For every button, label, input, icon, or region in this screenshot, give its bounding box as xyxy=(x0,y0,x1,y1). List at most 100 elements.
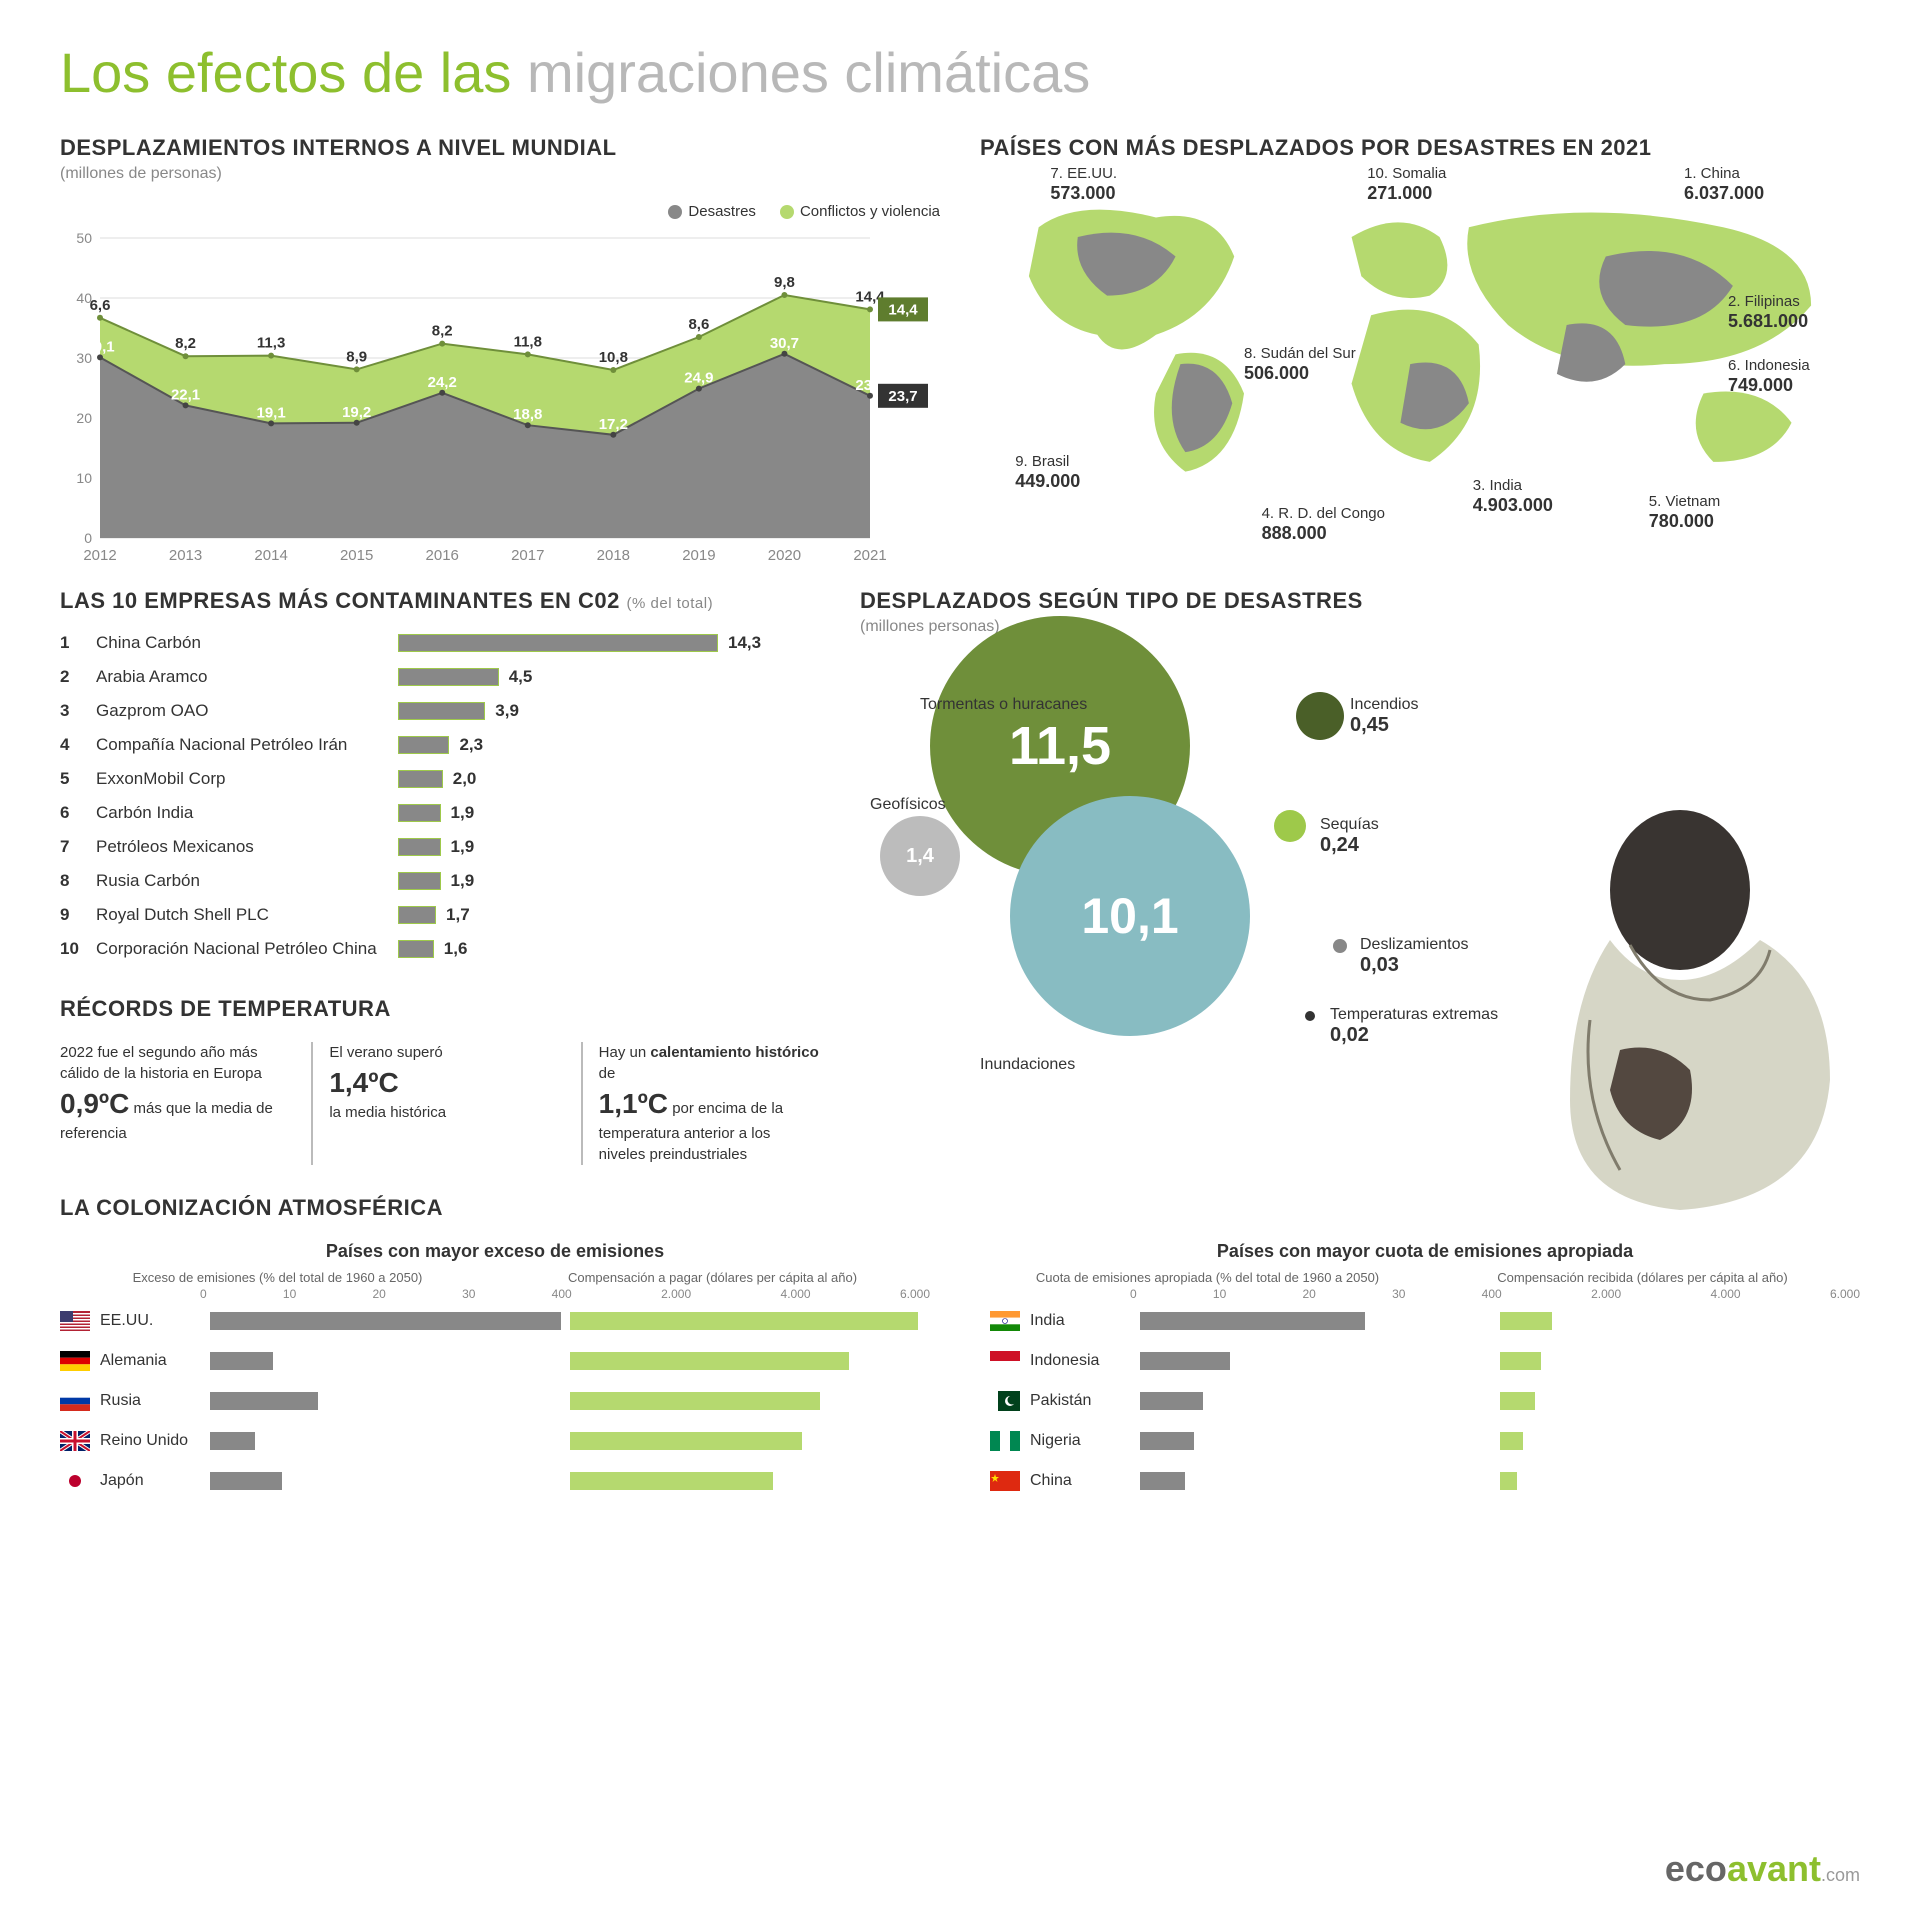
colo-right-title: Países con mayor cuota de emisiones apro… xyxy=(990,1241,1860,1262)
logo: ecoavant.com xyxy=(1665,1848,1860,1890)
company-row: 5ExxonMobil Corp2,0 xyxy=(60,762,820,796)
svg-text:9,8: 9,8 xyxy=(774,274,795,291)
bubble-label: Sequías0,24 xyxy=(1320,816,1379,857)
company-row: 2Arabia Aramco4,5 xyxy=(60,660,820,694)
svg-text:2020: 2020 xyxy=(768,547,801,564)
flag-icon xyxy=(60,1311,90,1331)
stacked-subtitle: (millones de personas) xyxy=(60,165,940,183)
companies-list: 1China Carbón14,32Arabia Aramco4,53Gazpr… xyxy=(60,626,820,966)
stacked-title: DESPLAZAMIENTOS INTERNOS A NIVEL MUNDIAL xyxy=(60,135,940,161)
stacked-area-chart: 010203040506,630,120128,222,1201311,319,… xyxy=(60,228,940,568)
svg-text:50: 50 xyxy=(76,230,92,246)
svg-text:19,1: 19,1 xyxy=(257,404,286,421)
svg-text:2014: 2014 xyxy=(254,547,287,564)
stacked-legend: Desastres Conflictos y violencia xyxy=(60,203,940,220)
svg-text:24,2: 24,2 xyxy=(428,374,457,391)
svg-text:2012: 2012 xyxy=(83,547,116,564)
svg-text:8,2: 8,2 xyxy=(432,323,453,340)
flag-icon xyxy=(60,1431,90,1451)
flag-icon xyxy=(990,1431,1020,1451)
bubble xyxy=(1274,810,1306,842)
page-title: Los efectos de las migraciones climática… xyxy=(60,40,1860,105)
company-row: 7Petróleos Mexicanos1,9 xyxy=(60,830,820,864)
company-row: 3Gazprom OAO3,9 xyxy=(60,694,820,728)
map-label: 2. Filipinas5.681.000 xyxy=(1728,293,1808,333)
bubble xyxy=(1333,939,1347,953)
world-map: 7. EE.UU.573.000 10. Somalia271.000 1. Chi… xyxy=(980,165,1860,565)
bubble-label: Tormentas o huracanes xyxy=(920,696,1087,714)
svg-text:8,6: 8,6 xyxy=(688,316,709,333)
colo-row: Nigeria xyxy=(990,1421,1860,1461)
svg-text:14,4: 14,4 xyxy=(888,301,918,318)
colo-row: Pakistán xyxy=(990,1381,1860,1421)
colo-row: Reino Unido xyxy=(60,1421,930,1461)
flag-icon xyxy=(990,1471,1020,1491)
map-label: 6. Indonesia749.000 xyxy=(1728,357,1810,397)
flag-icon xyxy=(60,1351,90,1371)
svg-text:2013: 2013 xyxy=(169,547,202,564)
company-row: 4Compañía Nacional Petróleo Irán2,3 xyxy=(60,728,820,762)
company-row: 9Royal Dutch Shell PLC1,7 xyxy=(60,898,820,932)
bubble-label: Temperaturas extremas0,02 xyxy=(1330,1006,1498,1047)
map-label: 5. Vietnam780.000 xyxy=(1649,493,1720,533)
temperature-records: 2022 fue el segundo año más cálido de la… xyxy=(60,1042,820,1165)
svg-text:30,7: 30,7 xyxy=(770,335,799,352)
colo-row: EE.UU. xyxy=(60,1301,930,1341)
company-row: 6Carbón India1,9 xyxy=(60,796,820,830)
bubble-label: Deslizamientos0,03 xyxy=(1360,936,1468,977)
bubbles-title: DESPLAZADOS SEGÚN TIPO DE DESASTRES xyxy=(860,588,1860,614)
map-label: 7. EE.UU.573.000 xyxy=(1050,165,1117,205)
svg-text:2021: 2021 xyxy=(853,547,886,564)
flag-icon xyxy=(60,1391,90,1411)
colo-row: Indonesia xyxy=(990,1341,1860,1381)
colo-row: Japón xyxy=(60,1461,930,1501)
svg-text:11,8: 11,8 xyxy=(514,333,542,350)
flag-icon xyxy=(990,1351,1020,1371)
svg-text:20: 20 xyxy=(76,410,92,426)
map-label: 10. Somalia271.000 xyxy=(1367,165,1446,205)
company-row: 10Corporación Nacional Petróleo China1,6 xyxy=(60,932,820,966)
svg-text:10,8: 10,8 xyxy=(599,349,628,366)
colo-row: India xyxy=(990,1301,1860,1341)
colo-left-title: Países con mayor exceso de emisiones xyxy=(60,1241,930,1262)
person-illustration xyxy=(1480,800,1860,1220)
flag-icon xyxy=(990,1311,1020,1331)
bubble-label: Incendios0,45 xyxy=(1350,696,1419,737)
flag-icon xyxy=(990,1391,1020,1411)
bubble xyxy=(1305,1011,1315,1021)
map-label: 1. China6.037.000 xyxy=(1684,165,1764,205)
map-title: PAÍSES CON MÁS DESPLAZADOS POR DESASTRES… xyxy=(980,135,1860,161)
map-label: 4. R. D. del Congo888.000 xyxy=(1262,505,1385,545)
svg-text:6,6: 6,6 xyxy=(90,297,111,314)
svg-text:17,2: 17,2 xyxy=(599,416,628,433)
svg-text:24,9: 24,9 xyxy=(684,370,713,387)
svg-text:2016: 2016 xyxy=(426,547,459,564)
flag-icon xyxy=(60,1471,90,1491)
bubble: 1,4 xyxy=(880,816,960,896)
svg-text:10: 10 xyxy=(76,470,92,486)
svg-text:30,1: 30,1 xyxy=(85,338,114,355)
bubble-label: Geofísicos xyxy=(870,796,946,814)
svg-text:2017: 2017 xyxy=(511,547,544,564)
svg-text:8,2: 8,2 xyxy=(175,335,196,352)
temp-title: RÉCORDS DE TEMPERATURA xyxy=(60,996,820,1022)
svg-text:18,8: 18,8 xyxy=(513,406,542,423)
svg-text:2018: 2018 xyxy=(597,547,630,564)
svg-text:2015: 2015 xyxy=(340,547,373,564)
svg-text:8,9: 8,9 xyxy=(346,348,367,365)
bubble: 10,1 xyxy=(1010,796,1250,1036)
company-row: 1China Carbón14,3 xyxy=(60,626,820,660)
map-label: 8. Sudán del Sur506.000 xyxy=(1244,345,1356,385)
svg-text:19,2: 19,2 xyxy=(342,404,371,421)
svg-text:2019: 2019 xyxy=(682,547,715,564)
colo-row: China xyxy=(990,1461,1860,1501)
map-label: 9. Brasil449.000 xyxy=(1015,453,1080,493)
bubble-label: Inundaciones xyxy=(980,1056,1075,1074)
map-label: 3. India4.903.000 xyxy=(1473,477,1553,517)
colonization-section: Países con mayor exceso de emisiones Exc… xyxy=(60,1241,1860,1501)
bubble xyxy=(1296,692,1344,740)
companies-title: LAS 10 EMPRESAS MÁS CONTAMINANTES EN C02… xyxy=(60,588,820,614)
company-row: 8Rusia Carbón1,9 xyxy=(60,864,820,898)
colo-row: Rusia xyxy=(60,1381,930,1421)
svg-text:0: 0 xyxy=(84,530,92,546)
